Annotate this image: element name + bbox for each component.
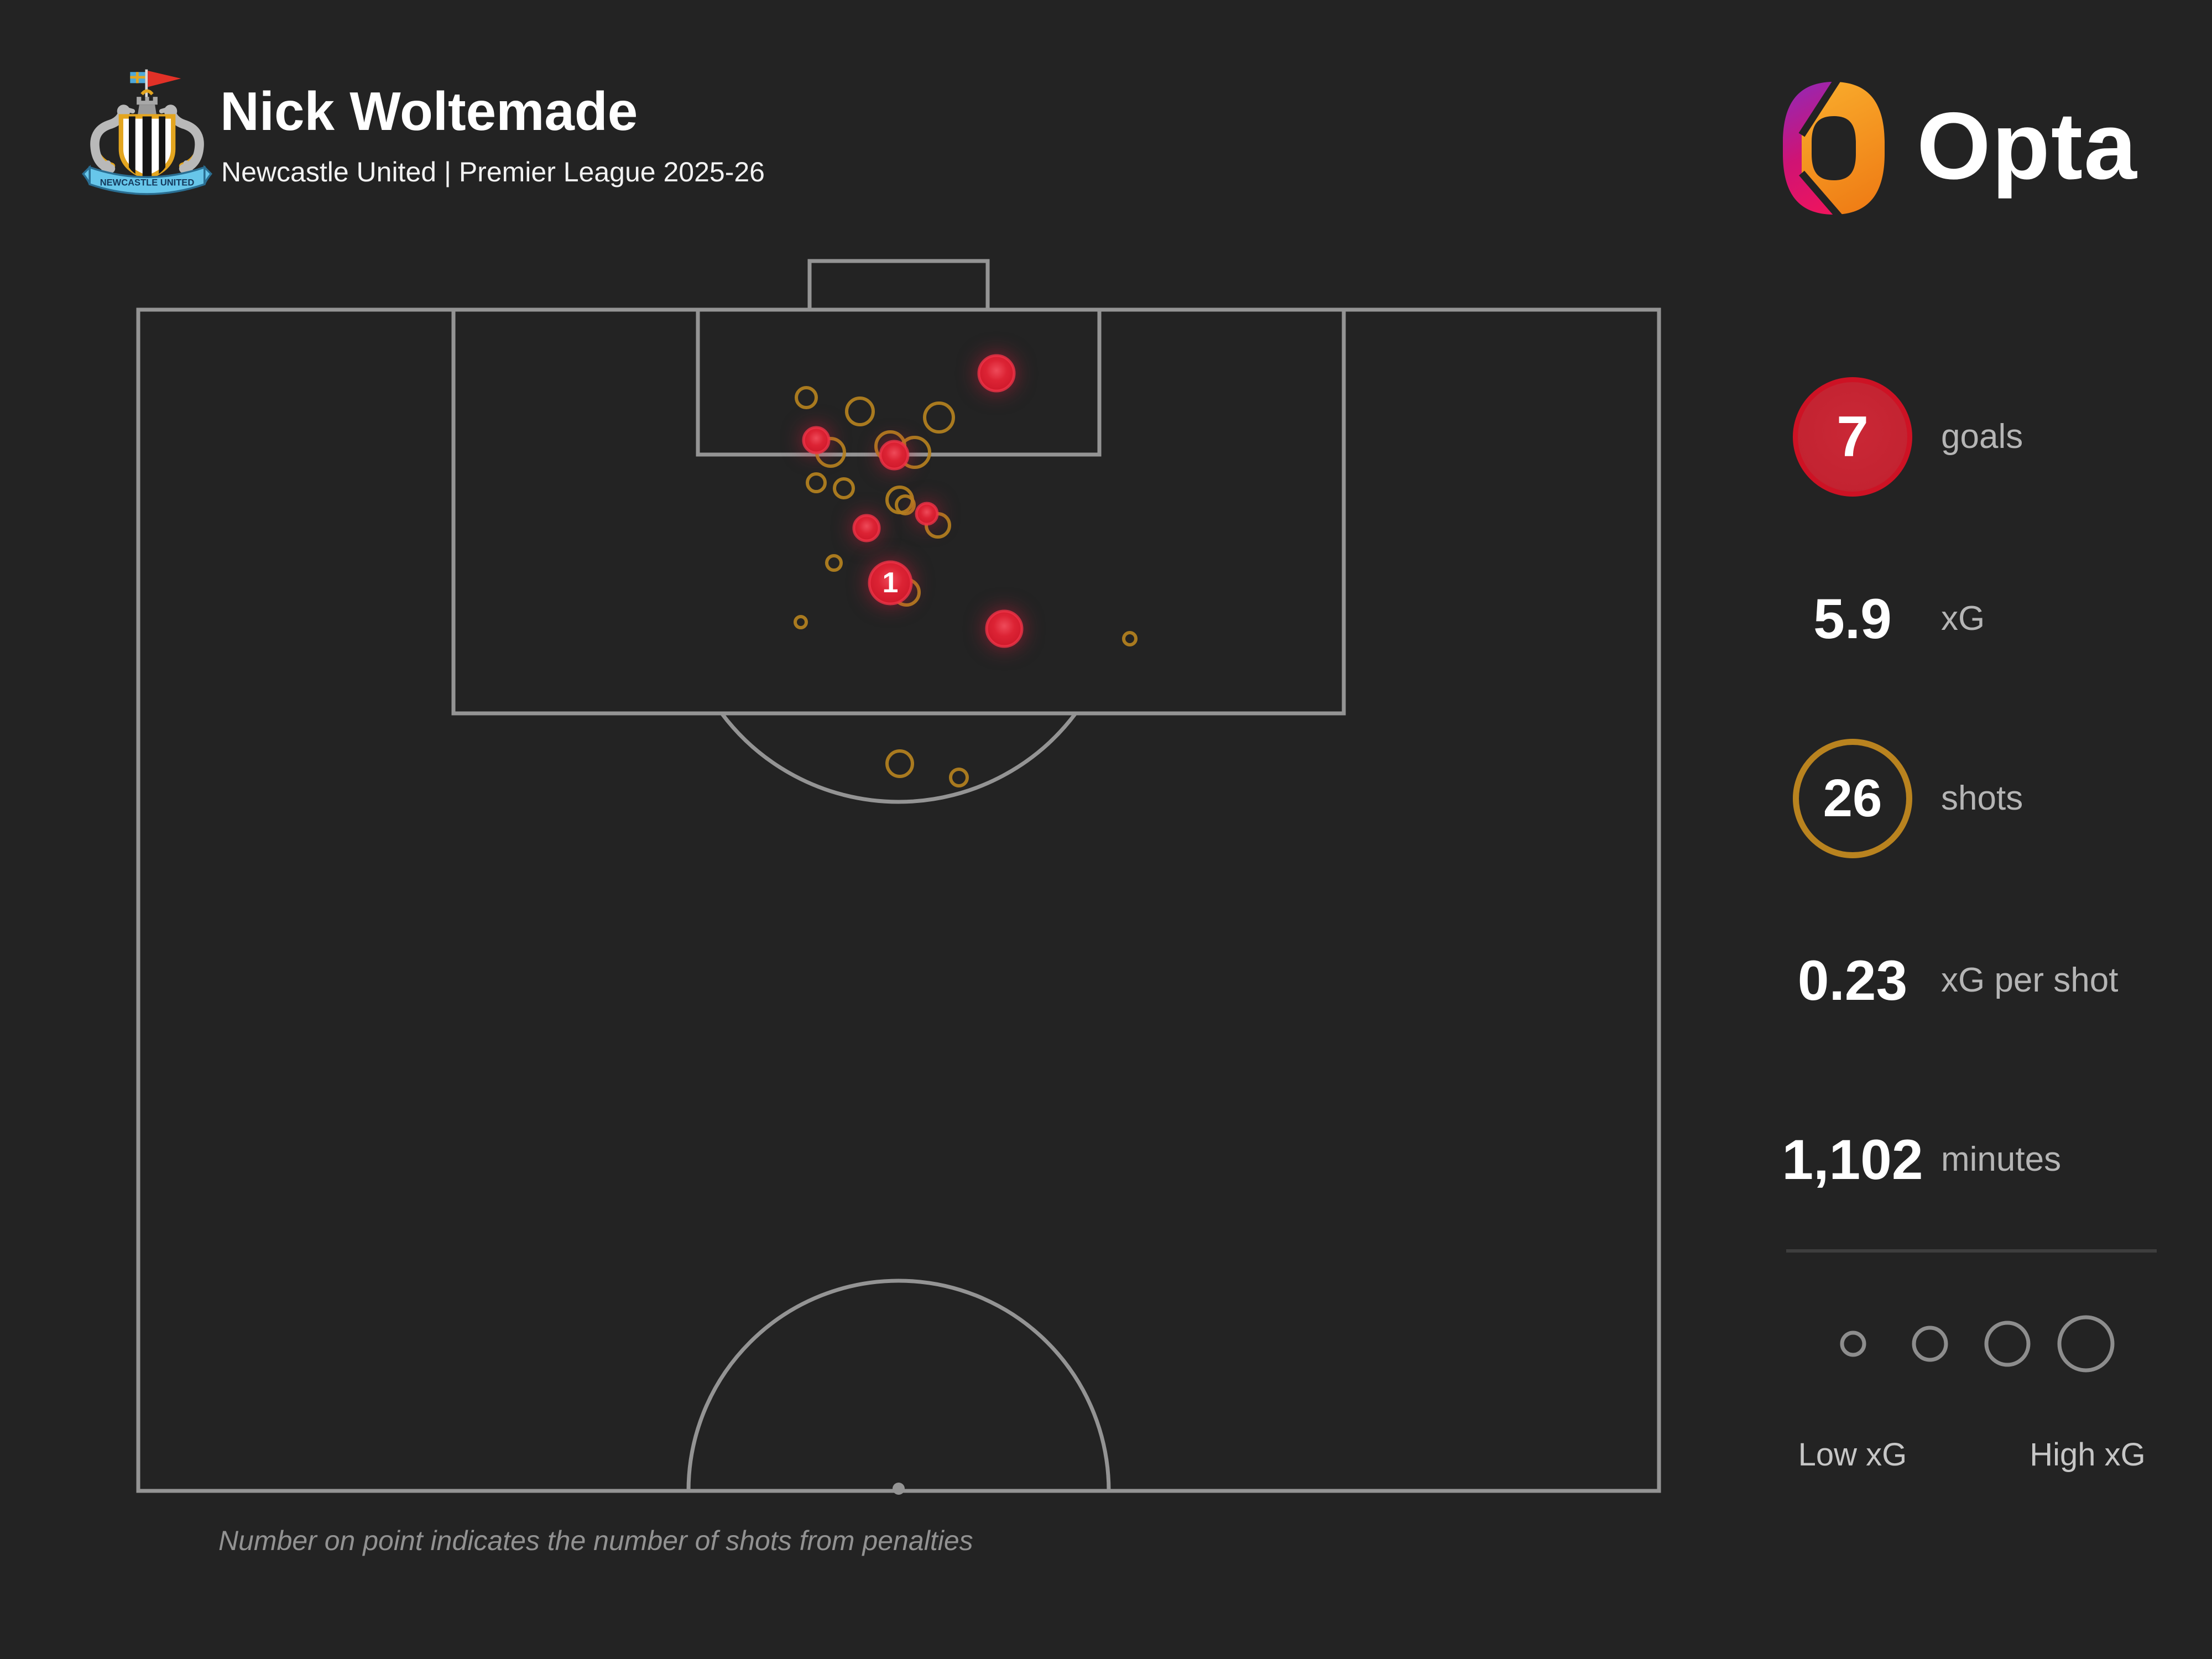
shot-marker xyxy=(794,615,808,629)
goal-marker xyxy=(879,440,910,471)
crest-banner-text: NEWCASTLE UNITED xyxy=(100,178,195,188)
club-crest-newcastle: NEWCASTLE UNITED xyxy=(82,69,212,195)
crest-shield xyxy=(118,114,176,182)
goal-frame xyxy=(807,259,990,312)
minutes-value: 1,102 xyxy=(1782,1128,1923,1191)
goals-value: 7 xyxy=(1837,404,1869,469)
xg-per-shot-label: xG per shot xyxy=(1941,961,2119,999)
shot-marker xyxy=(923,401,955,434)
crest-pennant xyxy=(148,70,181,87)
legend-bubble xyxy=(2057,1315,2115,1373)
penalty-count-label: 1 xyxy=(883,567,899,599)
goals-label: goals xyxy=(1941,418,2023,456)
minutes-label: minutes xyxy=(1941,1140,2062,1178)
shot-marker xyxy=(825,554,843,572)
goal-marker xyxy=(985,609,1024,648)
centre-spot xyxy=(893,1483,905,1495)
legend-divider xyxy=(1786,1249,2157,1253)
opta-wordmark: Opta xyxy=(1917,93,2138,199)
goal-marker xyxy=(802,426,831,455)
shot-marker xyxy=(949,768,969,787)
shot-marker xyxy=(895,494,916,515)
opta-logo-split xyxy=(1798,82,1843,215)
legend-bubble xyxy=(1984,1321,2031,1367)
crest-seahorse-left xyxy=(90,105,135,176)
crest-tower-top xyxy=(137,97,158,105)
legend-low-label: Low xG xyxy=(1798,1437,1907,1473)
goal-marker xyxy=(915,502,939,526)
xg-label: xG xyxy=(1941,599,1985,638)
goal-marker xyxy=(868,560,913,606)
shot-marker xyxy=(833,477,855,499)
xg-per-shot-value: 0.23 xyxy=(1797,949,1908,1012)
goals-stat-circle: 7 xyxy=(1793,377,1912,497)
goal-marker xyxy=(977,354,1016,393)
xg-size-legend xyxy=(1840,1315,2115,1373)
shot-marker xyxy=(1122,631,1138,646)
shot-marker xyxy=(806,472,827,493)
penalty-arc xyxy=(720,712,1077,804)
goal-marker xyxy=(852,514,881,542)
shot-marker xyxy=(885,749,914,778)
footnote: Number on point indicates the number of … xyxy=(218,1525,973,1556)
xg-value: 5.9 xyxy=(1813,587,1892,650)
crest-flag-pole xyxy=(145,69,148,100)
legend-high-label: High xG xyxy=(2030,1437,2146,1473)
crest-banner: NEWCASTLE UNITED xyxy=(82,165,212,195)
page-title: Nick Woltemade xyxy=(220,81,638,142)
centre-circle-arc xyxy=(686,1279,1111,1491)
crest-flag-cross xyxy=(130,72,145,84)
legend-bubble xyxy=(1912,1326,1948,1362)
shot-marker xyxy=(845,397,875,426)
shots-value: 26 xyxy=(1823,769,1882,828)
shots-label: shots xyxy=(1941,779,2023,817)
crest-lion-flourish xyxy=(140,89,154,96)
legend-bubble xyxy=(1840,1331,1866,1357)
shots-stat-circle: 26 xyxy=(1793,739,1912,858)
page-subtitle: Newcastle United | Premier League 2025-2… xyxy=(221,156,765,187)
shot-marker xyxy=(795,386,818,409)
opta-logo-icon xyxy=(1783,82,1885,215)
shot-markers: 1 xyxy=(794,354,1138,787)
